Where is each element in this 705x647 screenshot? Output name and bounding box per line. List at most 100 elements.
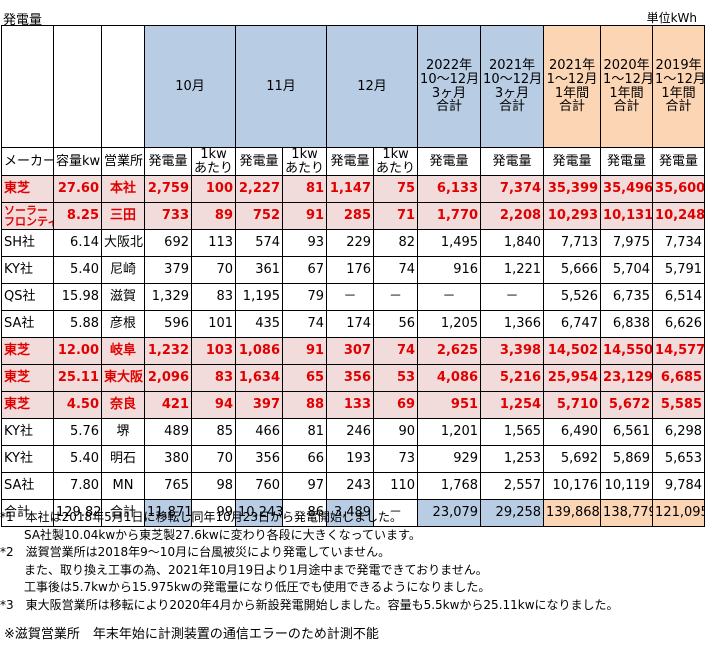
header-line: 3ヶ月 bbox=[494, 85, 530, 101]
header-line: 合計 bbox=[436, 99, 463, 115]
capacity-cell: 5.40 bbox=[53, 256, 102, 285]
q2022-cell: 6,133 bbox=[417, 175, 482, 204]
dec-perkw-cell: 75 bbox=[373, 175, 419, 204]
y2020-cell: 10,119 bbox=[600, 472, 654, 501]
table-row: 東芝 27.60 本社 2,759 100 2,227 81 1,147 75 6,133 7,37… bbox=[1, 175, 705, 204]
q2022-cell: 4,086 bbox=[417, 364, 482, 393]
capacity-cell: 15.98 bbox=[53, 283, 102, 312]
q2022-cell: － bbox=[417, 283, 482, 312]
oct-gen-cell: 421 bbox=[144, 391, 192, 420]
total-capacity-cell: 129.82 bbox=[53, 499, 102, 528]
dec-perkw-cell: 74 bbox=[373, 337, 419, 366]
total-y2020-cell: 138,779 bbox=[600, 499, 654, 528]
subheader-gen: 発電量 bbox=[600, 146, 654, 177]
y2019-cell: 6,626 bbox=[652, 310, 705, 339]
header-line: 1年間 bbox=[609, 85, 644, 101]
q2021-cell: － bbox=[480, 283, 545, 312]
maker-cell: ソーラーフロンティア bbox=[1, 202, 54, 231]
y2021-cell: 6,490 bbox=[543, 418, 602, 447]
subheader-maker: メーカー bbox=[1, 146, 54, 177]
y2019-cell: 6,685 bbox=[652, 364, 705, 393]
subheader-gen: 発電量 bbox=[480, 146, 545, 177]
y2021-cell: 7,713 bbox=[543, 229, 602, 258]
capacity-cell: 12.00 bbox=[53, 337, 102, 366]
subheader-gen: 発電量 bbox=[144, 146, 192, 177]
q2021-cell: 7,374 bbox=[480, 175, 545, 204]
maker-cell: 東芝 bbox=[1, 175, 54, 204]
dec-perkw-cell: 69 bbox=[373, 391, 419, 420]
nov-gen-cell: 435 bbox=[235, 310, 284, 339]
office-cell: 大阪北 bbox=[101, 229, 145, 258]
q2021-cell: 1,840 bbox=[480, 229, 545, 258]
y2020-cell: 23,129 bbox=[600, 364, 654, 393]
y2021-cell: 5,666 bbox=[543, 256, 602, 285]
dec-gen-cell: － bbox=[326, 283, 375, 312]
nov-perkw-cell: 97 bbox=[282, 472, 328, 501]
dec-perkw-cell: 53 bbox=[373, 364, 419, 393]
y2020-cell: 14,550 bbox=[600, 337, 654, 366]
dec-gen-cell: 133 bbox=[326, 391, 375, 420]
maker-cell: KY社 bbox=[1, 418, 54, 447]
dec-gen-cell: 307 bbox=[326, 337, 375, 366]
footnotes: *1 本社は2018年5月1日に移転し同年10月23日から発電開始しました。 S… bbox=[0, 509, 619, 614]
header-december: 12月 bbox=[326, 25, 419, 148]
dec-gen-cell: 1,147 bbox=[326, 175, 375, 204]
sub-line: あたり bbox=[376, 160, 416, 176]
capacity-cell: 8.25 bbox=[53, 202, 102, 231]
table-row: KY社 5.40 尼崎 379 70 361 67 176 74 916 1,221 5,666 5,7… bbox=[1, 256, 705, 285]
oct-perkw-cell: 113 bbox=[190, 229, 237, 258]
table-row: ソーラーフロンティア8.25三田7338975291285711,7702,20… bbox=[1, 202, 705, 231]
oct-gen-cell: 596 bbox=[144, 310, 192, 339]
subheader-gen: 発電量 bbox=[543, 146, 602, 177]
nov-gen-cell: 1,195 bbox=[235, 283, 284, 312]
nov-gen-cell: 466 bbox=[235, 418, 284, 447]
oct-perkw-cell: 89 bbox=[190, 202, 237, 231]
nov-gen-cell: 752 bbox=[235, 202, 284, 231]
y2021-cell: 10,293 bbox=[543, 202, 602, 231]
header-line: 合計 bbox=[559, 99, 586, 115]
dec-gen-cell: 174 bbox=[326, 310, 375, 339]
y2021-cell: 10,176 bbox=[543, 472, 602, 501]
maker-cell: KY社 bbox=[1, 445, 54, 474]
q2021-cell: 1,366 bbox=[480, 310, 545, 339]
footnote-line: SA社製10.04kwから東芝製27.6kwに変わり各段に大きくなっています。 bbox=[0, 527, 421, 542]
header-line: 1年間 bbox=[554, 85, 590, 101]
subheader-office: 営業所 bbox=[101, 146, 145, 177]
capacity-cell: 5.88 bbox=[53, 310, 102, 339]
table-row: SA社 7.80 MN 765 98 760 97 243 110 1,768 2,557 10,17… bbox=[1, 472, 705, 501]
subheader-per-kw: 1kw あたり bbox=[373, 146, 419, 177]
header-line: 合計 bbox=[613, 99, 640, 115]
total-q2021-cell: 29,258 bbox=[480, 499, 545, 528]
table-row: KY社 5.76 堺 489 85 466 81 246 90 1,201 1,565 6,490 6,… bbox=[1, 418, 705, 447]
generation-table: 10月 11月 12月 2022年 10～12月 3ヶ月 合計 2021年 10… bbox=[1, 25, 705, 528]
y2021-cell: 5,526 bbox=[543, 283, 602, 312]
office-cell: 東大阪 bbox=[101, 364, 145, 393]
footnote-line: *1 本社は2018年5月1日に移転し同年10月23日から発電開始しました。 bbox=[0, 510, 402, 524]
office-cell: 尼崎 bbox=[101, 256, 145, 285]
header-line: 10～12月 bbox=[420, 71, 480, 87]
header-line: 合計 bbox=[665, 99, 692, 115]
unit-label: 単位kWh bbox=[646, 11, 697, 25]
capacity-cell: 25.11 bbox=[53, 364, 102, 393]
nov-gen-cell: 397 bbox=[235, 391, 284, 420]
nov-gen-cell: 1,086 bbox=[235, 337, 284, 366]
oct-gen-cell: 765 bbox=[144, 472, 192, 501]
dec-perkw-cell: 56 bbox=[373, 310, 419, 339]
y2020-cell: 5,704 bbox=[600, 256, 654, 285]
nov-perkw-cell: 79 bbox=[282, 283, 328, 312]
nov-gen-cell: 1,634 bbox=[235, 364, 284, 393]
sheet-title: 発電量 bbox=[3, 13, 43, 28]
nov-perkw-cell: 65 bbox=[282, 364, 328, 393]
y2020-cell: 5,869 bbox=[600, 445, 654, 474]
maker-cell: 東芝 bbox=[1, 337, 54, 366]
capacity-cell: 27.60 bbox=[53, 175, 102, 204]
q2021-cell: 1,565 bbox=[480, 418, 545, 447]
y2021-cell: 25,954 bbox=[543, 364, 602, 393]
subheader-row: メーカー 容量kw 営業所 発電量 1kw あたり 発電量 1kw あたり 発電量 … bbox=[1, 146, 705, 177]
maker-cell: QS社 bbox=[1, 283, 54, 312]
dec-gen-cell: 356 bbox=[326, 364, 375, 393]
subheader-gen: 発電量 bbox=[652, 146, 705, 177]
nov-perkw-cell: 74 bbox=[282, 310, 328, 339]
oct-perkw-cell: 83 bbox=[190, 364, 237, 393]
table-row: QS社 15.98 滋賀 1,329 83 1,195 79 －－－－ 5,526 6,735 6,… bbox=[1, 283, 705, 312]
